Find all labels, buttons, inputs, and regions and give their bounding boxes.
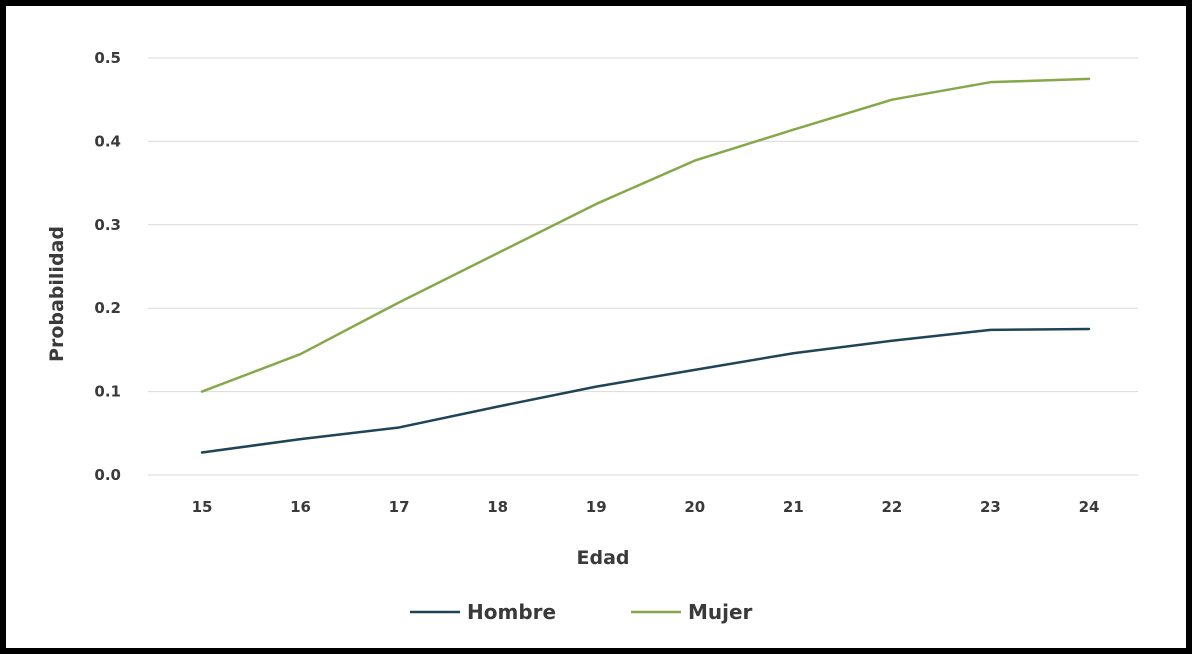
y-tick-label: 0.4 bbox=[94, 132, 121, 150]
x-tick-label: 22 bbox=[881, 498, 902, 516]
x-tick-label: 17 bbox=[389, 498, 410, 516]
x-tick-label: 18 bbox=[487, 498, 508, 516]
x-tick-label: 15 bbox=[192, 498, 213, 516]
legend-label-mujer: Mujer bbox=[688, 600, 753, 624]
legend-label-hombre: Hombre bbox=[467, 600, 556, 624]
x-tick-labels: 15 16 17 18 19 20 21 22 23 24 bbox=[192, 498, 1100, 516]
x-tick-label: 20 bbox=[684, 498, 705, 516]
y-tick-labels: 0.0 0.1 0.2 0.3 0.4 0.5 bbox=[94, 49, 121, 484]
y-tick-label: 0.0 bbox=[94, 466, 121, 484]
series-lines bbox=[200, 77, 1091, 454]
x-tick-label: 21 bbox=[783, 498, 804, 516]
gridlines bbox=[148, 57, 1138, 476]
x-tick-label: 19 bbox=[586, 498, 607, 516]
x-tick-label: 23 bbox=[980, 498, 1001, 516]
line-chart: 0.00.10.20.30.40.5 15 16 17 18 19 20 21 22 23 24 … bbox=[46, 49, 1138, 624]
x-tick-label: 16 bbox=[290, 498, 311, 516]
series-line-mujer bbox=[200, 77, 1091, 393]
series-line-hombre bbox=[200, 327, 1091, 454]
chart-frame: 0.0 0.1 0.2 0.3 0.4 0.5 15 16 17 18 19 20 21 22 23 24 … bbox=[6, 6, 1186, 648]
y-tick-label: 0.3 bbox=[94, 216, 121, 234]
legend: Hombre Mujer bbox=[410, 600, 753, 624]
y-tick-label: 0.5 bbox=[94, 49, 121, 67]
y-tick-label: 0.2 bbox=[94, 299, 121, 317]
x-tick-label: 24 bbox=[1079, 498, 1100, 516]
x-axis-title: Edad bbox=[576, 547, 629, 569]
y-tick-label: 0.1 bbox=[94, 383, 121, 401]
y-axis-title: Probabilidad bbox=[46, 226, 68, 362]
